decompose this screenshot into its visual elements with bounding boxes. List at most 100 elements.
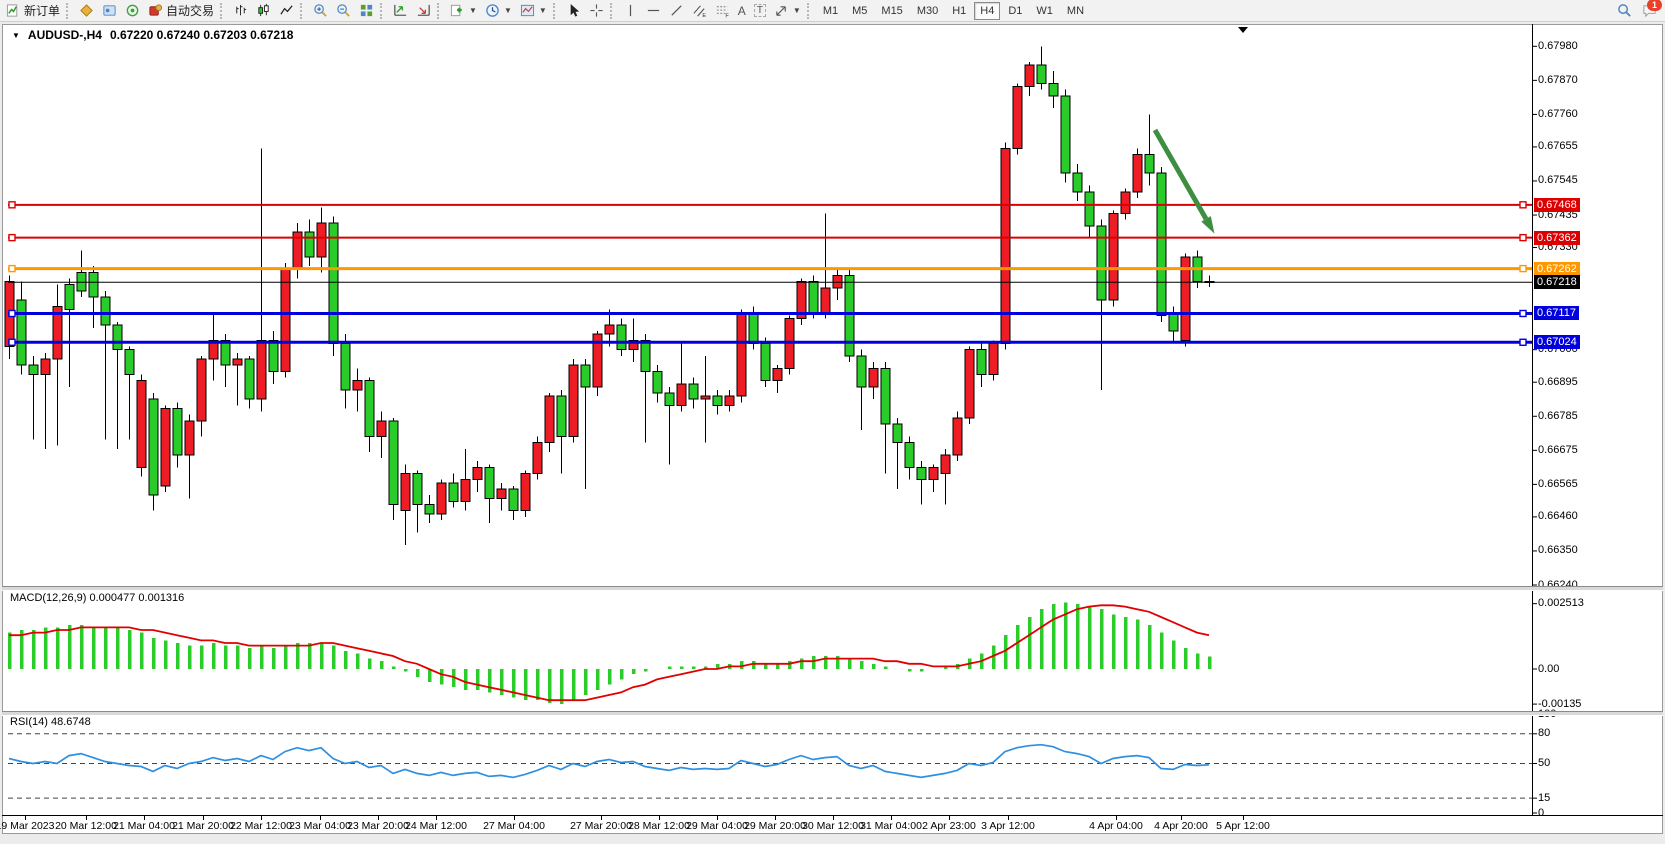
- timeframe-M15[interactable]: M15: [875, 2, 908, 20]
- ohlc-values: 0.67220 0.67240 0.67203 0.67218: [109, 28, 294, 42]
- time-axis-label: 30 Mar 12:00: [802, 820, 864, 832]
- timeframe-D1[interactable]: D1: [1002, 2, 1028, 20]
- cursor-button[interactable]: [562, 1, 585, 21]
- vertical-line-button[interactable]: [619, 1, 642, 21]
- autotrading-button[interactable]: 自动交易: [144, 1, 218, 21]
- trendline-button[interactable]: [665, 1, 688, 21]
- timeframe-H4[interactable]: H4: [974, 1, 1001, 20]
- periods-clock-icon: [486, 4, 499, 17]
- shapes-button[interactable]: ▼: [770, 1, 805, 21]
- indicators-button[interactable]: ▼: [446, 1, 481, 21]
- chart-shift-button[interactable]: [412, 1, 435, 21]
- notification-badge: 1: [1647, 0, 1662, 11]
- time-axis-label: 2 Apr 23:00: [922, 820, 976, 832]
- line-handle[interactable]: [8, 264, 16, 273]
- time-axis-label: 21 Mar 20:00: [172, 820, 234, 832]
- timeframe-M5[interactable]: M5: [846, 2, 873, 20]
- timeframe-W1[interactable]: W1: [1030, 2, 1059, 20]
- time-axis-label: 5 Apr 12:00: [1216, 820, 1270, 832]
- macd-signal-line: [9, 604, 1210, 702]
- zoom-in-icon: [314, 4, 327, 17]
- zoom-out-button[interactable]: [332, 1, 355, 21]
- line-handle[interactable]: [8, 338, 16, 346]
- horizontal-line-button[interactable]: [642, 1, 665, 21]
- text-icon: A: [737, 3, 746, 18]
- price-axis-tick: 0.66895: [1538, 375, 1578, 388]
- price-axis-badge: 0.67468: [1534, 197, 1580, 212]
- line-handle[interactable]: [1519, 338, 1527, 346]
- line-handle[interactable]: [1519, 264, 1527, 273]
- time-axis-label: 19 Mar 2023: [0, 820, 55, 832]
- zoom-in-button[interactable]: [309, 1, 332, 21]
- periods-button[interactable]: ▼: [481, 1, 516, 21]
- line-chart-icon: [280, 5, 293, 15]
- tile-windows-button[interactable]: [355, 1, 378, 21]
- price-axis-tick: 0.67760: [1538, 107, 1578, 120]
- line-handle[interactable]: [8, 309, 16, 318]
- new-order-label: 新订单: [24, 4, 61, 18]
- price-axis-tick: 0.67980: [1538, 39, 1578, 52]
- profiles-button[interactable]: [98, 1, 121, 21]
- fibonacci-icon: F: [716, 6, 729, 18]
- svg-text:F: F: [725, 14, 729, 18]
- chart-shift-marker[interactable]: [1238, 27, 1248, 33]
- timeframe-M30[interactable]: M30: [911, 2, 944, 20]
- timeframe-bar: M1 M5 M15 M30 H1 H4 D1 W1 MN: [816, 1, 1091, 20]
- rsi-panel-splitter[interactable]: [2, 711, 1663, 716]
- price-axis-badge: 0.67218: [1534, 275, 1580, 290]
- label-button[interactable]: T: [750, 1, 770, 21]
- timeframe-M1[interactable]: M1: [817, 2, 844, 20]
- price-axis-tick: 0.66565: [1538, 477, 1578, 490]
- toolbar-grip: [380, 2, 385, 19]
- charts-icon: [80, 4, 93, 17]
- auto-scroll-button[interactable]: [389, 1, 412, 21]
- text-button[interactable]: A: [734, 1, 750, 21]
- time-axis-label: 31 Mar 04:00: [860, 820, 922, 832]
- price-axis-tick: 0.67545: [1538, 174, 1578, 187]
- new-order-button[interactable]: 新订单: [2, 1, 64, 21]
- time-axis-label: 4 Apr 20:00: [1154, 820, 1208, 832]
- price-axis-badge: 0.67117: [1534, 306, 1579, 321]
- candles[interactable]: [4, 46, 1215, 545]
- timeframe-MN[interactable]: MN: [1061, 2, 1090, 20]
- charts-button[interactable]: [75, 1, 98, 21]
- autotrade-label: 自动交易: [166, 4, 215, 18]
- crosshair-icon: [590, 4, 603, 17]
- candlestick-icon: [258, 3, 269, 17]
- bar-chart-icon: [236, 4, 247, 16]
- crosshair-button[interactable]: [585, 1, 608, 21]
- line-handle[interactable]: [8, 233, 16, 242]
- line-handle[interactable]: [1519, 309, 1527, 318]
- macd-panel-splitter[interactable]: [2, 586, 1663, 591]
- price-axis-tick: 0.67655: [1538, 140, 1578, 153]
- notifications[interactable]: 1: [1642, 0, 1662, 18]
- channel-button[interactable]: E: [688, 1, 711, 21]
- rsi-axis-tick: 0: [1538, 806, 1545, 819]
- line-handle[interactable]: [8, 201, 16, 209]
- templates-button[interactable]: ▼: [516, 1, 551, 21]
- cursor-icon: [570, 3, 579, 17]
- trendline-icon: [671, 5, 682, 16]
- indicators-add-icon: [450, 4, 462, 17]
- bar-chart-button[interactable]: [229, 1, 252, 21]
- macd-axis-tick: 0.002513: [1538, 597, 1584, 610]
- zoom-out-icon: [337, 4, 350, 17]
- candlestick-button[interactable]: [252, 1, 275, 21]
- alerts-button[interactable]: [121, 1, 144, 21]
- autotrade-icon: [149, 4, 163, 16]
- price-axis-tick: 0.67870: [1538, 73, 1578, 86]
- line-handle[interactable]: [1519, 233, 1527, 242]
- annotation-arrow[interactable]: [1152, 128, 1215, 234]
- rsi-indicator-label: RSI(14) 48.6748: [10, 716, 91, 728]
- line-handle[interactable]: [1519, 201, 1527, 209]
- time-axis-label: 28 Mar 12:00: [628, 820, 690, 832]
- chevron-down-icon[interactable]: ▼: [12, 30, 20, 40]
- line-chart-button[interactable]: [275, 1, 298, 21]
- search-button[interactable]: [1613, 1, 1636, 21]
- label-icon: T: [753, 4, 766, 17]
- fibonacci-button[interactable]: F: [711, 1, 734, 21]
- templates-icon: [520, 4, 534, 17]
- timeframe-H1[interactable]: H1: [946, 2, 972, 20]
